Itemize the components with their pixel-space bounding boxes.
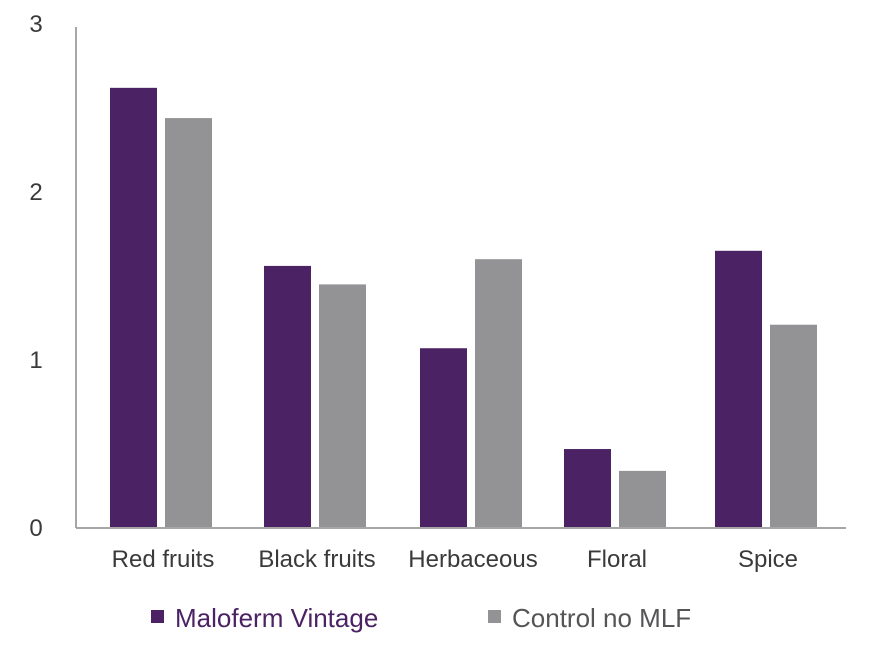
bar-maloferm-3	[564, 449, 611, 528]
y-tick-label: 3	[29, 11, 42, 38]
legend-swatch	[151, 610, 164, 623]
legend: Maloferm Vintage Control no MLF	[151, 603, 691, 633]
x-axis-labels: Red fruits Black fruits Herbaceous Floral Sp…	[112, 546, 798, 573]
x-tick-label: Floral	[587, 546, 647, 573]
bar-control-1	[319, 284, 366, 528]
bar-maloferm-1	[264, 265, 311, 528]
x-tick-label: Red fruits	[112, 546, 215, 573]
bar-control-2	[475, 259, 522, 528]
y-tick-label: 2	[29, 179, 42, 206]
legend-label: Control no MLF	[512, 603, 691, 633]
x-tick-label: Spice	[738, 546, 798, 573]
y-tick-label: 1	[29, 347, 42, 374]
bar-maloferm-0	[110, 87, 157, 528]
x-tick-label: Black fruits	[258, 546, 375, 573]
bars	[110, 87, 817, 529]
legend-label: Maloferm Vintage	[175, 603, 378, 633]
bar-control-3	[619, 470, 666, 528]
bar-maloferm-2	[420, 348, 467, 528]
bar-control-4	[770, 324, 817, 528]
legend-swatch	[488, 610, 501, 623]
y-tick-label: 0	[29, 515, 42, 542]
y-axis-ticks: 0 1 2 3	[29, 11, 42, 542]
bar-control-0	[165, 118, 212, 528]
x-tick-label: Herbaceous	[408, 546, 537, 573]
bar-maloferm-4	[715, 250, 762, 529]
